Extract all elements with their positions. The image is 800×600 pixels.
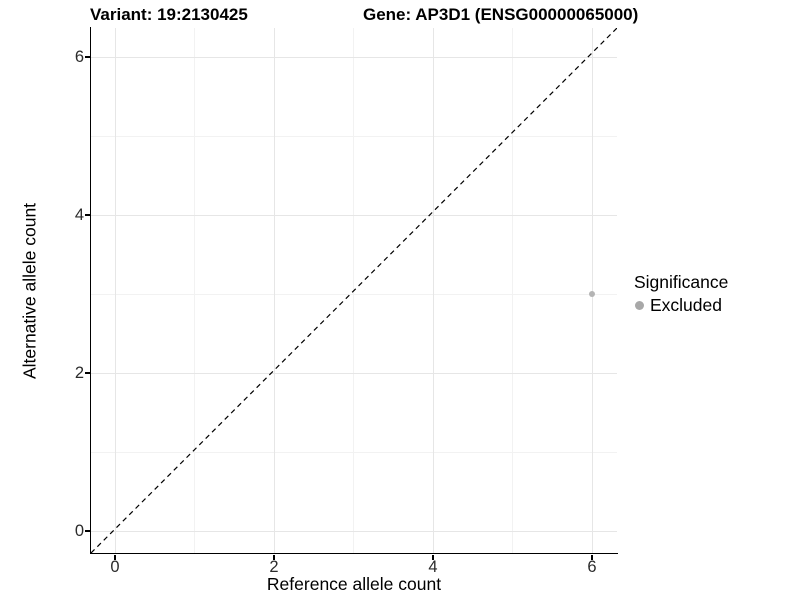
y-tick-label: 2 bbox=[74, 364, 84, 382]
y-axis-title: Alternative allele count bbox=[19, 202, 40, 380]
x-axis-tick bbox=[114, 554, 116, 560]
gridline-y-minor bbox=[91, 135, 617, 137]
y-tick-label: 6 bbox=[74, 48, 84, 66]
y-axis-tick bbox=[85, 530, 90, 532]
legend-item-label: Excluded bbox=[650, 295, 722, 315]
x-tick-label: 2 bbox=[269, 558, 279, 576]
plot-panel bbox=[91, 28, 617, 553]
x-tick-label: 4 bbox=[428, 558, 438, 576]
gridline-x-minor bbox=[194, 28, 195, 553]
legend: Significance Excluded bbox=[634, 272, 728, 316]
data-point bbox=[589, 291, 595, 297]
y-tick-label: 0 bbox=[74, 522, 84, 540]
y-tick-label: 4 bbox=[74, 206, 84, 224]
legend-items: Excluded bbox=[634, 295, 728, 316]
gridline-x-major bbox=[591, 28, 593, 553]
legend-key-dot bbox=[635, 301, 644, 310]
identity-line bbox=[91, 28, 617, 553]
x-axis-tick bbox=[591, 554, 593, 560]
y-axis-tick bbox=[85, 214, 90, 216]
x-axis-tick bbox=[432, 554, 434, 560]
gridline-x-major bbox=[114, 28, 116, 553]
x-axis-tick bbox=[273, 554, 275, 560]
gridline-x-major bbox=[432, 28, 434, 553]
x-tick-label: 6 bbox=[587, 558, 597, 576]
plot-title-variant: Variant: 19:2130425 bbox=[90, 5, 248, 24]
legend-title: Significance bbox=[634, 272, 729, 292]
gridline-y-minor bbox=[91, 451, 617, 453]
gridline-x-minor bbox=[512, 28, 513, 553]
legend-item: Excluded bbox=[634, 295, 728, 316]
x-tick-label: 0 bbox=[110, 558, 120, 576]
y-axis-line bbox=[90, 27, 92, 554]
y-axis-tick bbox=[85, 372, 90, 374]
gridline-y-major bbox=[91, 56, 617, 58]
gridline-y-major bbox=[91, 214, 617, 216]
gridline-x-major bbox=[273, 28, 275, 553]
gridline-y-major bbox=[91, 530, 617, 532]
plot-title-gene: Gene: AP3D1 (ENSG00000065000) bbox=[363, 5, 639, 24]
x-axis-line bbox=[90, 553, 618, 555]
x-axis-title: Reference allele count bbox=[266, 574, 442, 594]
gridline-y-minor bbox=[91, 293, 617, 295]
y-axis-tick bbox=[85, 56, 90, 58]
gridline-y-major bbox=[91, 372, 617, 374]
